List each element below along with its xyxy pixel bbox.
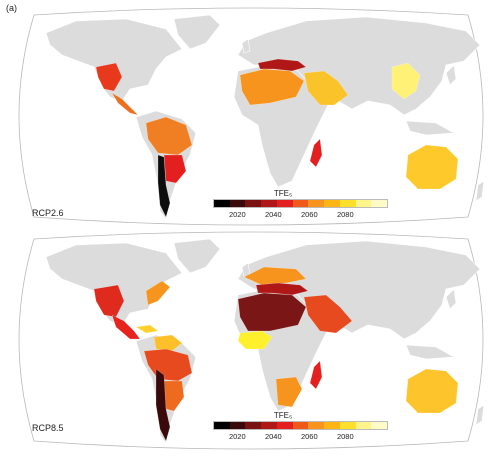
region-east-asia xyxy=(391,62,421,100)
greenland xyxy=(173,238,221,274)
legend-swatch xyxy=(261,200,277,207)
legend-swatch xyxy=(292,422,309,429)
legend-title: TFE₅ xyxy=(273,411,293,420)
region-central-america xyxy=(111,314,141,340)
indonesia xyxy=(405,120,456,136)
legend-swatch xyxy=(229,200,246,207)
legend-swatch xyxy=(245,422,262,429)
legend-swatch xyxy=(276,422,293,429)
region-southern-europe xyxy=(257,58,307,72)
region-madagascar xyxy=(309,360,323,390)
region-southern-africa xyxy=(275,376,303,408)
region-western-north-america xyxy=(95,62,123,92)
japan xyxy=(445,64,457,86)
regions xyxy=(95,58,459,218)
legend: TFE₅ 2020 2040 2060 2080 xyxy=(213,188,393,219)
region-amazon xyxy=(145,116,193,156)
region-northern-south-america xyxy=(153,334,183,352)
region-southern-europe xyxy=(255,282,309,296)
legend-swatch xyxy=(355,200,372,207)
north-america xyxy=(45,18,183,102)
region-western-asia xyxy=(303,294,353,334)
legend-tick: 2020 xyxy=(228,210,246,219)
legend-swatch xyxy=(371,200,388,207)
legend-swatch xyxy=(292,200,309,207)
legend: TFE₅ 2020 2040 2060 2080 xyxy=(213,410,393,441)
legend-swatch xyxy=(261,422,277,429)
scenario-label: RCP2.6 xyxy=(32,208,64,218)
map-panel-rcp26: RCP2.6 TFE₅ 2020 2040 2060 2080 xyxy=(6,5,496,227)
new-zealand xyxy=(475,180,485,202)
world-map xyxy=(18,7,485,226)
uk xyxy=(241,38,251,54)
legend-tick: 2060 xyxy=(300,432,318,441)
region-caribbean xyxy=(135,324,159,334)
legend-swatch xyxy=(324,200,340,207)
legend-tick: 2080 xyxy=(336,432,354,441)
region-central-america xyxy=(111,92,139,116)
legend-ticks: 2020 2040 2060 2080 xyxy=(213,430,393,441)
legend-swatch xyxy=(276,200,293,207)
region-australia xyxy=(405,368,459,414)
scenario-label: RCP8.5 xyxy=(32,423,64,433)
world-map xyxy=(18,231,485,450)
indonesia xyxy=(405,344,456,360)
region-sahara xyxy=(239,68,305,106)
legend-swatch xyxy=(308,200,325,207)
map-panel-rcp85: RCP8.5 TFE₅ 2020 2040 2060 2080 xyxy=(6,229,496,451)
legend-swatch xyxy=(355,422,372,429)
legend-title: TFE₅ xyxy=(273,189,293,198)
legend-ticks: 2020 2040 2060 2080 xyxy=(213,208,393,219)
region-western-asia xyxy=(303,70,349,106)
new-zealand xyxy=(475,404,485,426)
region-southern-south-america xyxy=(163,154,187,184)
legend-swatch xyxy=(324,422,340,429)
legend-swatch xyxy=(339,422,356,429)
region-west-africa xyxy=(237,330,273,350)
legend-tick: 2020 xyxy=(228,432,246,441)
region-eastern-north-america xyxy=(145,280,171,306)
legend-swatch xyxy=(229,422,246,429)
region-sahara xyxy=(237,292,307,332)
japan xyxy=(445,288,457,310)
figure-label: (a) xyxy=(6,3,17,13)
legend-tick: 2080 xyxy=(336,210,354,219)
greenland xyxy=(173,14,221,50)
legend-color-bar xyxy=(213,199,388,208)
legend-swatch xyxy=(214,422,230,429)
legend-tick: 2040 xyxy=(264,210,282,219)
region-southwest-south-america xyxy=(157,154,171,218)
region-madagascar xyxy=(309,138,323,168)
legend-tick: 2040 xyxy=(264,432,282,441)
legend-swatch xyxy=(214,200,230,207)
legend-swatch xyxy=(245,200,262,207)
legend-swatch xyxy=(308,422,325,429)
regions xyxy=(93,266,459,442)
legend-swatch xyxy=(371,422,388,429)
region-southwest-south-america xyxy=(155,368,171,442)
region-australia xyxy=(405,144,459,190)
legend-swatch xyxy=(339,200,356,207)
legend-color-bar xyxy=(213,421,388,430)
legend-tick: 2060 xyxy=(300,210,318,219)
